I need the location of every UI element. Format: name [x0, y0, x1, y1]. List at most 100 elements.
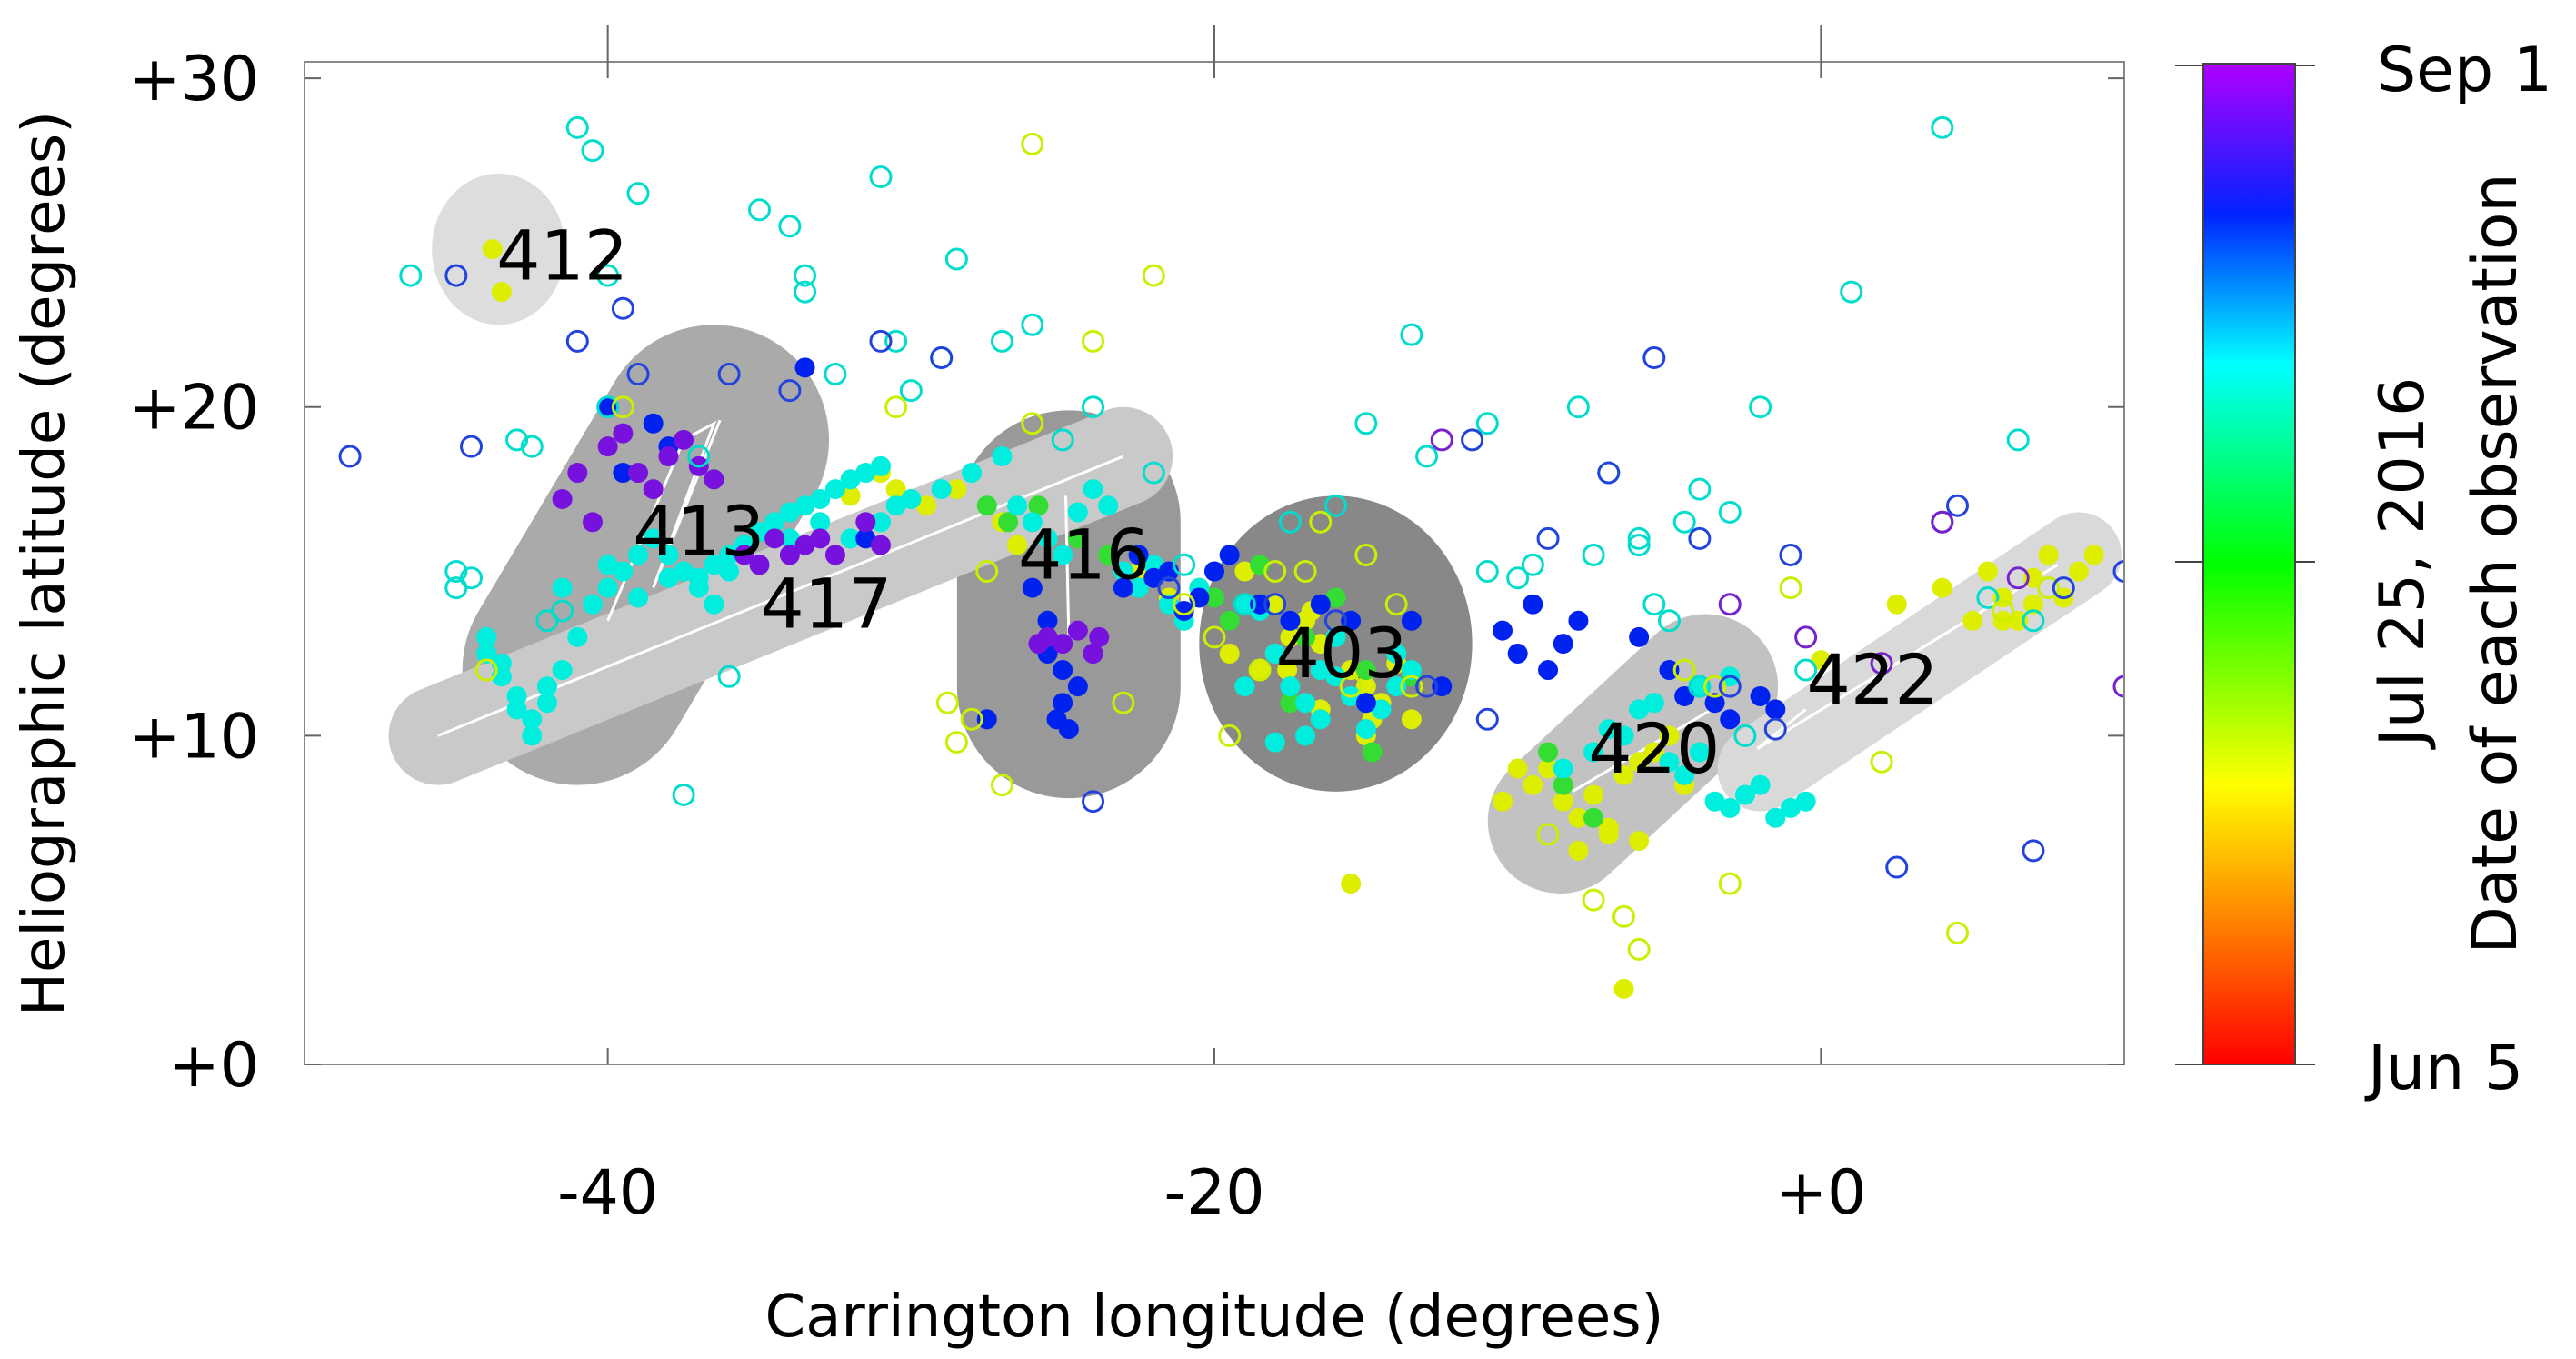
- data-point: [946, 479, 967, 500]
- data-point: [717, 665, 741, 688]
- data-point: [1538, 758, 1559, 779]
- data-point: [779, 545, 800, 565]
- data-point: [869, 329, 893, 353]
- data-point: [672, 783, 695, 806]
- data-point: [1718, 500, 1742, 524]
- data-point: [1112, 691, 1135, 714]
- data-point: [1113, 561, 1133, 582]
- data-point: [1583, 784, 1604, 805]
- data-point: [1293, 560, 1317, 584]
- trajectory-5: [1571, 708, 1712, 794]
- data-point: [628, 463, 649, 484]
- data-point: [962, 463, 983, 484]
- data-point: [1295, 626, 1316, 647]
- x-tick-label: -40: [557, 1157, 658, 1229]
- data-point: [1037, 528, 1058, 549]
- data-point: [1007, 535, 1028, 555]
- data-point: [1362, 742, 1383, 763]
- data-point: [1053, 660, 1073, 681]
- data-point: [704, 594, 724, 615]
- data-point: [1310, 634, 1331, 655]
- data-point: [1089, 626, 1110, 647]
- data-point: [1400, 323, 1423, 346]
- data-point: [1566, 395, 1590, 419]
- data-point: [935, 691, 959, 714]
- data-point: [1415, 675, 1439, 698]
- data-point: [1962, 610, 1983, 631]
- data-point: [1128, 545, 1149, 565]
- data-point: [476, 643, 497, 664]
- data-point: [764, 528, 785, 549]
- data-point: [1280, 676, 1301, 697]
- data-point: [1932, 577, 1952, 598]
- data-point: [1536, 823, 1560, 846]
- data-point: [1371, 699, 1392, 720]
- y-tick-label: +0: [168, 1030, 259, 1102]
- data-point: [611, 395, 634, 419]
- data-point: [855, 463, 876, 484]
- data-point: [1415, 445, 1439, 468]
- data-point: [628, 545, 649, 565]
- data-point: [930, 345, 954, 369]
- data-point: [1718, 593, 1742, 616]
- data-point: [626, 363, 650, 386]
- data-point: [674, 429, 694, 450]
- data-point: [491, 282, 512, 303]
- data-point: [990, 329, 1013, 353]
- data-point: [552, 488, 573, 509]
- data-point: [1053, 693, 1073, 714]
- data-point: [565, 115, 589, 139]
- data-point: [1568, 807, 1589, 828]
- data-point: [1082, 395, 1105, 419]
- data-point: [1058, 719, 1079, 740]
- data-point: [399, 264, 423, 287]
- data-point: [1720, 797, 1741, 818]
- data-point: [1022, 577, 1043, 598]
- data-point: [582, 512, 603, 533]
- data-point: [870, 455, 891, 476]
- data-point: [1384, 593, 1408, 616]
- data-point: [1295, 725, 1316, 746]
- data-point: [870, 535, 891, 555]
- data-point: [1583, 807, 1604, 828]
- data-point: [2006, 428, 2030, 452]
- data-point: [567, 463, 588, 484]
- data-point: [1613, 764, 1634, 785]
- data-point: [643, 528, 664, 549]
- data-point: [870, 512, 891, 533]
- data-point: [536, 693, 557, 714]
- data-point: [1506, 566, 1530, 590]
- data-point: [1718, 872, 1742, 895]
- data-point: [1629, 831, 1650, 852]
- data-point: [1568, 840, 1589, 861]
- data-point: [704, 469, 724, 490]
- data-point: [810, 488, 831, 509]
- data-point: [764, 512, 785, 533]
- data-point: [1263, 593, 1287, 616]
- data-point: [567, 626, 588, 647]
- data-point: [444, 264, 468, 287]
- colorbar: Sep 1 Jun 5 Jul 25, 2016 Date of each ob…: [2175, 35, 2552, 1104]
- data-point: [1113, 577, 1133, 598]
- data-point: [1523, 594, 1543, 615]
- data-point: [794, 495, 815, 516]
- data-point: [1173, 600, 1194, 621]
- data-point: [674, 561, 694, 582]
- data-point: [1885, 855, 1909, 879]
- data-point: [1325, 587, 1346, 608]
- data-point: [687, 445, 711, 468]
- data-point: [1022, 512, 1043, 533]
- data-point: [1612, 904, 1635, 928]
- data-point: [748, 198, 771, 222]
- data-point: [1643, 742, 1664, 763]
- axes-layer: -40 -20 +0 +0 +10 +20 +30: [128, 25, 2124, 1229]
- data-point: [1264, 594, 1285, 615]
- y-tick-label: +10: [128, 701, 259, 773]
- data-point: [1234, 676, 1255, 697]
- data-point: [522, 725, 543, 746]
- data-point: [1613, 978, 1634, 999]
- data-point: [1295, 610, 1316, 631]
- data-point: [1234, 594, 1255, 615]
- data-point: [1355, 660, 1376, 681]
